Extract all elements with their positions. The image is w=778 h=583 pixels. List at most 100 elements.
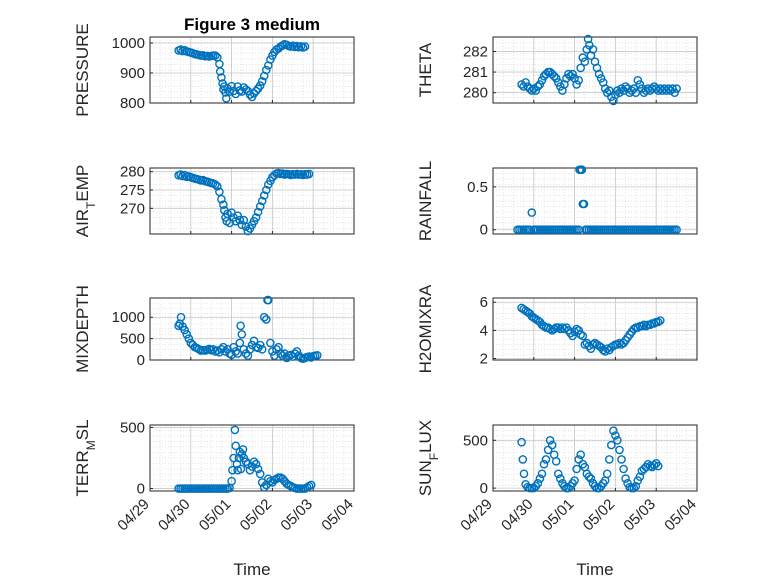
x-tick-label: 05/01 [539, 496, 578, 535]
data-point [184, 334, 194, 343]
data-point [577, 165, 587, 174]
data-point [300, 42, 310, 51]
y-tick-label: 4 [480, 322, 488, 339]
data-point [233, 349, 242, 358]
data-point [280, 349, 289, 358]
data-point [556, 474, 565, 483]
axes-frame [492, 297, 698, 361]
data-point [527, 86, 537, 95]
data-point [568, 69, 577, 79]
data-point [537, 76, 547, 85]
data-point [580, 57, 590, 67]
data-point [533, 82, 543, 91]
data-point [255, 469, 265, 479]
data-point [653, 317, 663, 327]
data-point [531, 86, 541, 95]
data-point [605, 455, 614, 464]
data-point [223, 209, 232, 219]
subplot-h2omixra: 2 4 6 H2OMIXRA [416, 284, 698, 373]
subplot-theta: 280 281 282 THETA [416, 34, 698, 106]
y-axis-label: SUNFLUX [416, 420, 441, 496]
figure-title: Figure 3 medium [184, 15, 320, 34]
y-tick-label: 500 [120, 419, 145, 436]
y-tick-label: 500 [120, 331, 145, 348]
data-point [180, 325, 189, 335]
data-point [210, 51, 220, 60]
data-point [231, 347, 240, 356]
data-point [613, 86, 622, 95]
data-point [578, 53, 588, 62]
data-point [607, 92, 616, 102]
data-point [611, 90, 620, 100]
data-point [564, 69, 573, 79]
axes-frame [149, 36, 355, 104]
x-tick-label: 04/29 [457, 496, 496, 535]
data-point [312, 350, 322, 360]
data-point [668, 84, 677, 93]
data-point [611, 431, 620, 440]
data-point [533, 478, 543, 488]
data-point [670, 88, 679, 97]
y-tick-label: 1000 [112, 309, 145, 326]
data-point [578, 331, 588, 341]
data-point [560, 324, 569, 334]
data-point [527, 208, 537, 217]
data-point [572, 80, 581, 89]
data-point [176, 312, 186, 322]
subplot-pressure: 800 900 1000 PRESSURE [73, 23, 355, 117]
x-tick-label: 05/03 [277, 496, 316, 535]
data-point [212, 181, 222, 191]
data-point [583, 34, 593, 44]
x-tick-label: 05/02 [237, 496, 276, 535]
y-tick-label: 1000 [112, 35, 145, 52]
y-tick-label: 500 [463, 432, 488, 449]
data-point [586, 344, 596, 354]
data-point [257, 196, 267, 206]
data-point [251, 86, 261, 96]
data-point [588, 45, 598, 54]
x-tick-label: 04/29 [114, 496, 153, 535]
data-point [257, 77, 267, 86]
data-point [551, 456, 561, 466]
data-point [554, 323, 563, 332]
data-point [627, 86, 637, 95]
data-point [261, 315, 271, 324]
data-point [235, 338, 245, 348]
data-point [547, 440, 557, 450]
data-point [539, 459, 549, 469]
data-point [554, 469, 563, 479]
data-point [568, 331, 577, 341]
y-tick-label: 280 [463, 85, 488, 102]
data-point [570, 476, 579, 485]
data-point [615, 445, 624, 455]
data-point [529, 84, 539, 93]
data-point [276, 349, 285, 358]
data-point [637, 321, 647, 331]
subplot-terr_msl: 0 500 04/29 04/30 05/01 05/02 05/03 05/04 TERRMS… [73, 419, 357, 534]
data-point [270, 170, 279, 180]
data-point [623, 84, 632, 93]
data-point [615, 88, 624, 97]
data-point [236, 464, 246, 474]
x-tick-label: 05/01 [196, 496, 235, 535]
data-point [221, 347, 230, 356]
y-tick-label: 280 [120, 164, 145, 181]
data-point [582, 45, 592, 54]
y-axis-label: TERRMSL [73, 419, 98, 496]
data-point [255, 340, 265, 350]
data-point [237, 329, 247, 339]
data-point [619, 464, 628, 474]
data-point [576, 450, 586, 460]
data-point [594, 69, 604, 79]
axes-frame [149, 424, 355, 492]
data-point [584, 472, 594, 482]
data-point [598, 345, 608, 355]
data-point [235, 215, 245, 225]
data-point [629, 483, 639, 493]
axes-frame [149, 167, 355, 235]
data-point [525, 225, 535, 234]
data-point [219, 200, 228, 209]
x-tick-label: 05/04 [661, 496, 700, 535]
